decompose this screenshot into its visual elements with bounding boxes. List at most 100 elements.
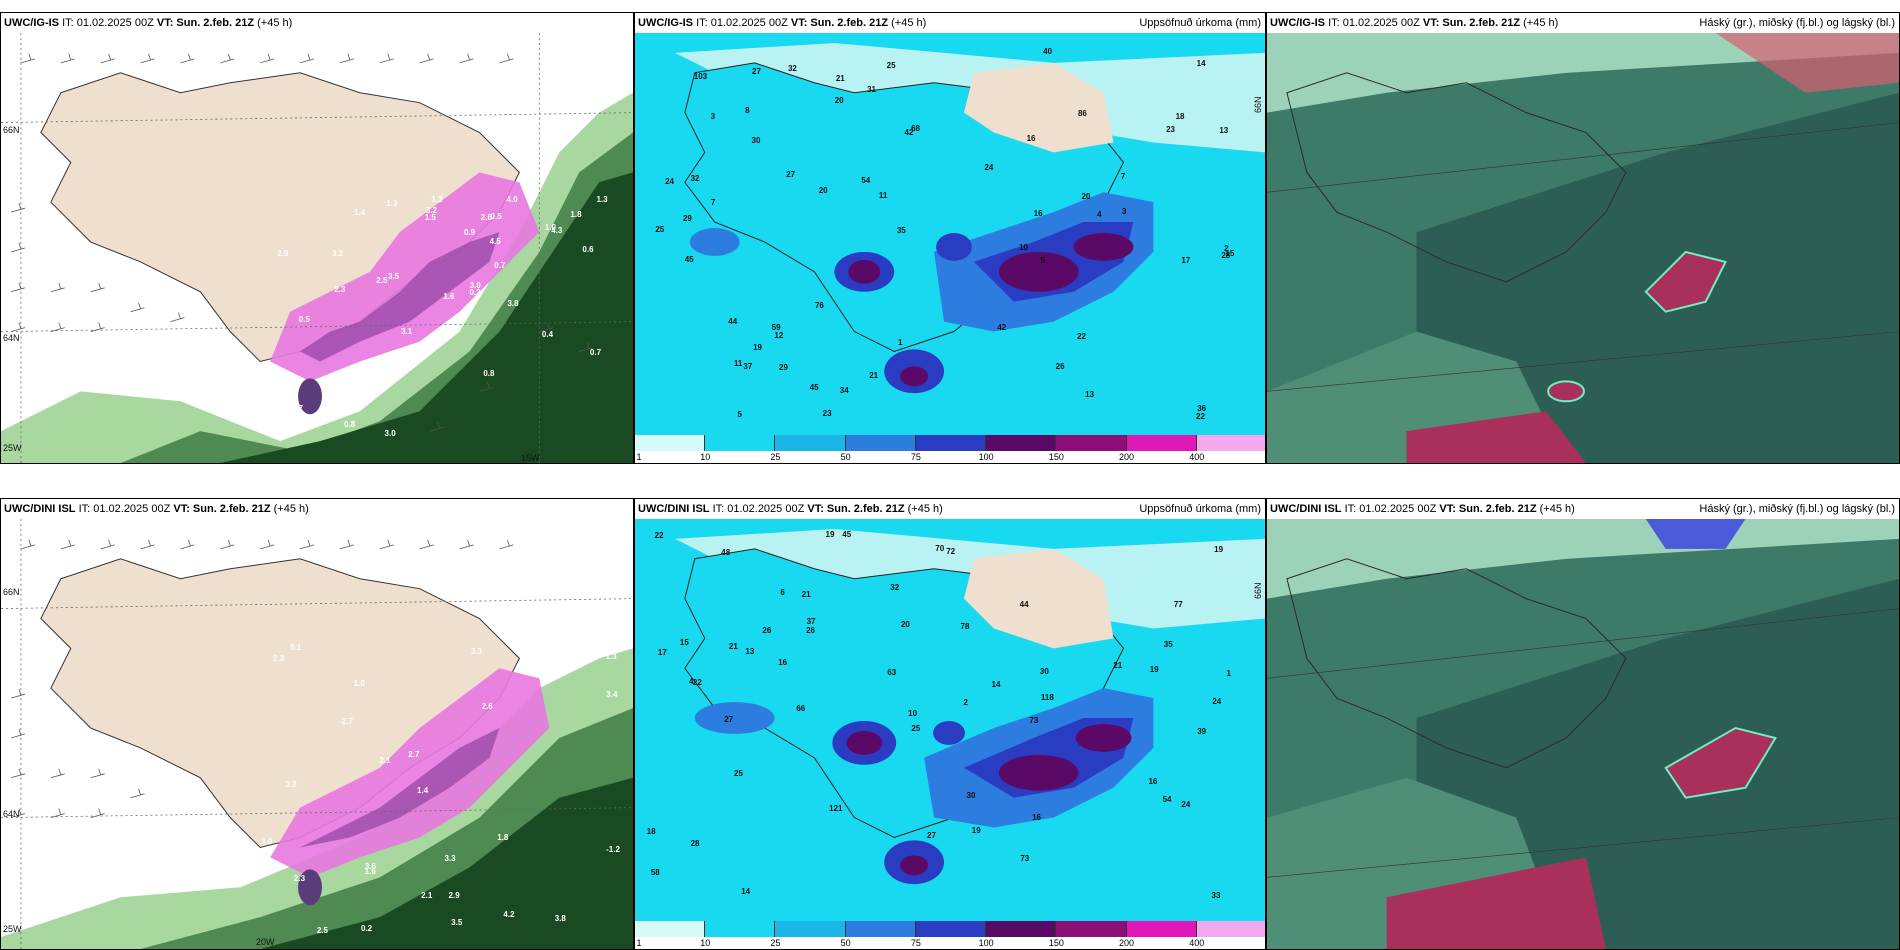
model-name: UWC/DINI ISL xyxy=(4,503,76,515)
map-value-label: 54 xyxy=(861,176,871,186)
map-value-label: 21 xyxy=(728,642,738,652)
colorbar-segment xyxy=(705,921,776,937)
colorbar-tick-label: 200 xyxy=(1119,938,1135,948)
map-value-label: 54 xyxy=(1162,795,1172,805)
colorbar-segment xyxy=(915,921,987,937)
map-value-label: 0.5 xyxy=(490,212,502,222)
map-value-label: 4.3 xyxy=(551,225,563,235)
map-value-label: 32 xyxy=(690,174,700,184)
map-value-label: 35 xyxy=(1163,639,1173,649)
precip-panel-bottom: UWC/DINI ISL IT: 01.02.2025 00Z VT: Sun.… xyxy=(634,498,1266,950)
colorbar-segment xyxy=(1056,435,1127,451)
precip-map-canvas xyxy=(635,33,1265,435)
model-name: UWC/IG-IS xyxy=(638,17,693,29)
map-value-label: 13 xyxy=(745,646,755,656)
init-time: IT: 01.02.2025 00Z xyxy=(712,503,805,515)
map-value-label: 66 xyxy=(796,704,806,714)
forecast-hour: (+45 h) xyxy=(273,503,309,515)
map-value-label: 0.6 xyxy=(582,245,594,255)
map-value-label: 26 xyxy=(762,625,772,635)
map-value-label: 1.6 xyxy=(443,291,455,301)
valid-time: VT: Sun. 2.feb. 21Z xyxy=(807,503,905,515)
map-value-label: 34 xyxy=(839,385,849,395)
map-value-label: 3.2 xyxy=(425,206,438,216)
colorbar-tick-label: 100 xyxy=(978,452,994,462)
model-name: UWC/IG-IS xyxy=(1270,17,1325,29)
map-value-label: 5 xyxy=(737,410,742,420)
map-value-label: 2.3 xyxy=(334,285,346,294)
map-value-label: 73 xyxy=(1020,853,1030,863)
cloud-map xyxy=(1267,33,1899,463)
map-value-label: 28 xyxy=(690,838,700,848)
map-value-label: 4 xyxy=(688,676,694,686)
map-value-label: 3.0 xyxy=(384,429,396,439)
map-value-label: 1.3 xyxy=(431,195,443,205)
map-value-label: 0.2 xyxy=(469,288,481,297)
forecast-hour: (+45 h) xyxy=(257,17,293,29)
map-value-label: 8 xyxy=(745,105,750,115)
map-value-label: 2.5 xyxy=(376,276,388,286)
map-value-label: 3.8 xyxy=(507,298,519,308)
map-value-label: -1.2 xyxy=(606,845,620,855)
map-value-label: 0.7 xyxy=(291,404,303,414)
map-value-label: 32 xyxy=(787,63,797,73)
panel-header: UWC/IG-IS IT: 01.02.2025 00Z VT: Sun. 2.… xyxy=(635,13,1265,33)
map-value-label: 2.3 xyxy=(293,874,306,884)
map-value-label: 24 xyxy=(984,163,994,173)
map-value-label: 3.0 xyxy=(261,837,273,847)
map-value-label: 0.8 xyxy=(483,369,495,379)
lat-label-66n: 66N xyxy=(3,587,20,597)
map-value-label: 13 xyxy=(1219,125,1229,135)
map-value-label: 20 xyxy=(1081,191,1091,201)
map-value-label: 37 xyxy=(806,616,816,626)
map-value-label: 30 xyxy=(1039,666,1049,676)
map-value-label: 42 xyxy=(904,127,914,137)
colorbar-tick-label: 50 xyxy=(840,452,851,462)
map-value-label: 27 xyxy=(752,67,761,77)
init-time: IT: 01.02.2025 00Z xyxy=(78,503,171,515)
wind-map-canvas xyxy=(1,33,633,463)
forecast-hour: (+45 h) xyxy=(891,17,927,29)
valid-time: VT: Sun. 2.feb. 21Z xyxy=(173,503,271,515)
map-value-label: 45 xyxy=(809,383,819,393)
map-value-label: 1.3 xyxy=(605,652,617,662)
map-value-label: 23 xyxy=(822,409,832,419)
precip-map: 66N 24 11 7 23 25 45 44 42 40 30 20 22 21 27 37 17 20 13 3… xyxy=(635,33,1265,435)
map-value-label: 3 xyxy=(710,111,716,121)
map-value-label: 21 xyxy=(869,370,879,380)
colorbar-segment xyxy=(1126,435,1197,451)
map-value-label: 42 xyxy=(997,323,1007,333)
map-value-label: 11 xyxy=(733,359,743,369)
map-value-label: 32 xyxy=(890,583,900,593)
model-name: UWC/DINI ISL xyxy=(1270,503,1342,515)
colorbar-tick-label: 150 xyxy=(1048,452,1064,462)
map-value-label: 68 xyxy=(911,123,920,133)
map-value-label: 14 xyxy=(1196,59,1206,69)
map-value-label: 77 xyxy=(1173,600,1183,610)
colorbar-segment xyxy=(915,435,987,451)
map-value-label: 3.1 xyxy=(401,327,413,337)
colorbar-tick-label: 75 xyxy=(910,452,921,462)
map-value-label: 118 xyxy=(1040,693,1054,703)
map-value-label: 1.8 xyxy=(497,832,509,842)
map-value-label: 63 xyxy=(887,667,897,677)
map-value-label: 0.2 xyxy=(361,923,373,933)
precip-title: Uppsöfnuð úrkoma (mm) xyxy=(1139,17,1261,29)
map-value-label: 45 xyxy=(842,530,852,540)
map-value-label: 30 xyxy=(751,135,761,145)
map-value-label: 45 xyxy=(684,255,694,265)
cloud-title: Háský (gr.), miðský (fj.bl.) og lágský (… xyxy=(1699,503,1895,515)
cloud-map-canvas xyxy=(1267,33,1899,463)
map-value-label: 2.1 xyxy=(379,755,391,765)
map-value-label: 24 xyxy=(665,176,674,186)
colorbar-segment xyxy=(635,921,706,937)
valid-time: VT: Sun. 2.feb. 21Z xyxy=(1439,503,1537,515)
map-value-label: 20 xyxy=(834,95,844,105)
map-value-label: 2.1 xyxy=(421,891,433,901)
wind-panel-top: UWC/IG-IS IT: 01.02.2025 00Z VT: Sun. 2.… xyxy=(0,12,634,464)
map-value-label: 39 xyxy=(1197,727,1207,737)
wind-map: 66N 64N 25W 20W -1.2 1.8 2.1 3.5 3.3 3.0 2.9 3.… xyxy=(1,519,633,949)
map-value-label: 19 xyxy=(971,826,981,836)
map-value-label: 2.6 xyxy=(480,212,492,222)
valid-time: VT: Sun. 2.feb. 21Z xyxy=(156,17,255,29)
